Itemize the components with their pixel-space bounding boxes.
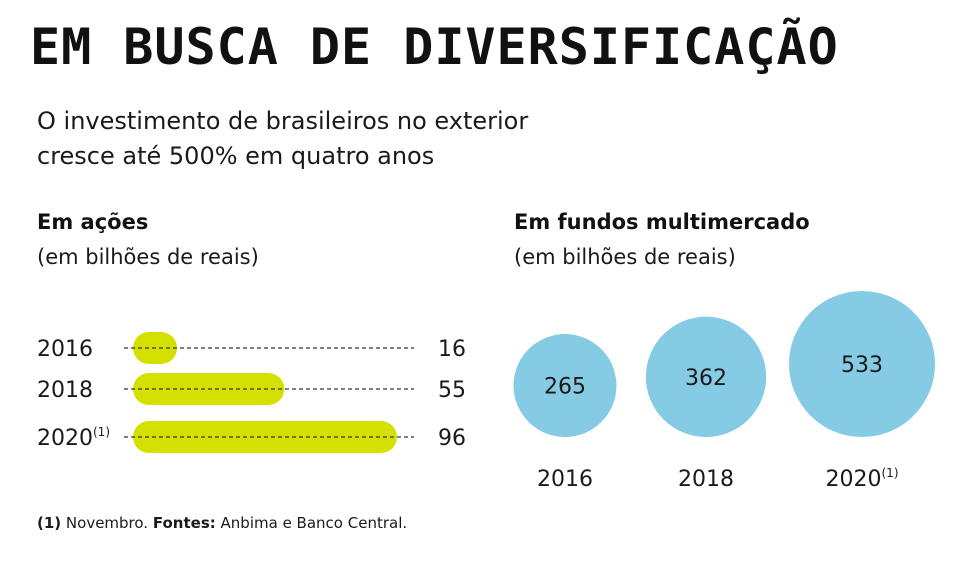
- stocks-chart-title: Em ações: [37, 210, 149, 234]
- funds-bubble-2018: [645, 316, 767, 437]
- subtitle-line-2: cresce até 500% em quatro anos: [37, 142, 435, 170]
- stocks-year-label-2020: 2020(1): [37, 425, 110, 451]
- page-title: EM BUSCA DE DIVERSIFICAÇÃO: [30, 18, 839, 76]
- page-subtitle: O investimento de brasileiros no exterio…: [37, 104, 637, 174]
- stocks-chart-unit: (em bilhões de reais): [37, 245, 259, 269]
- stocks-value-label-2018: 55: [438, 378, 466, 403]
- stocks-value-label-2016: 16: [438, 337, 466, 362]
- footnote: (1) Novembro. Fontes: Anbima e Banco Cen…: [37, 514, 407, 532]
- funds-year-label-2018: 2018: [678, 467, 734, 492]
- footnote-note: Novembro.: [61, 514, 153, 532]
- stocks-bar-chart: 2016 16 2018 55 2020(1) 96: [37, 332, 466, 453]
- funds-bubble-2016: [513, 334, 617, 437]
- funds-bubble-2020: [789, 291, 935, 437]
- stocks-value-label-2020: 96: [438, 426, 466, 451]
- stocks-year-label-2016: 2016: [37, 337, 93, 362]
- footnote-sources-label: Fontes:: [152, 514, 216, 532]
- subtitle-line-1: O investimento de brasileiros no exterio…: [37, 107, 529, 135]
- funds-value-label-2020: 533: [841, 353, 883, 378]
- footnote-sources: Anbima e Banco Central.: [215, 514, 408, 532]
- funds-chart-unit: (em bilhões de reais): [514, 245, 736, 269]
- stocks-year-note-2020: (1): [93, 425, 110, 439]
- funds-value-label-2018: 362: [685, 366, 727, 391]
- funds-year-note-2020: (1): [882, 466, 899, 480]
- funds-chart-title: Em fundos multimercado: [514, 210, 810, 234]
- funds-year-label-2020: 2020(1): [826, 466, 899, 492]
- funds-year-label-2016: 2016: [537, 467, 593, 492]
- funds-value-label-2016: 265: [544, 375, 586, 400]
- stocks-year-label-2018: 2018: [37, 378, 93, 403]
- funds-bubble-chart: 265 2016 362 2018 533 2020(1): [513, 291, 935, 492]
- footnote-marker: (1): [37, 514, 62, 532]
